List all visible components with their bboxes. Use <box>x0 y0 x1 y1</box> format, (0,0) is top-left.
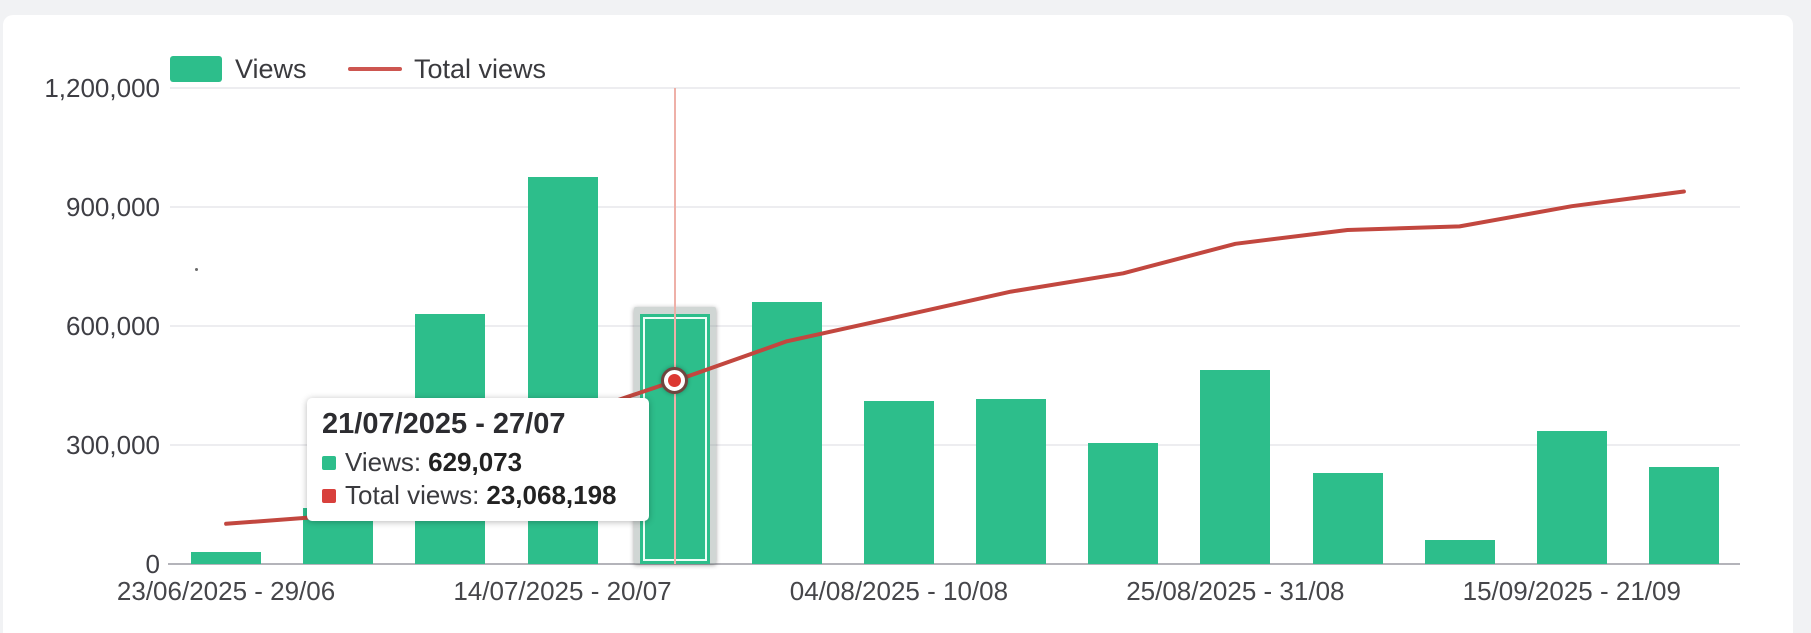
views-bar[interactable] <box>191 552 262 564</box>
tooltip-views-value: 629,073 <box>428 447 523 477</box>
y-axis-tick-label: 900,000 <box>66 192 160 222</box>
crosshair-line <box>673 88 676 564</box>
views-bar[interactable] <box>863 401 934 564</box>
views-bar[interactable] <box>1536 431 1607 564</box>
views-swatch-icon <box>170 56 222 82</box>
gridline <box>170 206 1740 208</box>
tooltip-total-views-row: Total views: 23,068,198 <box>322 479 649 512</box>
tooltip-views-row: Views: 629,073 <box>322 446 649 479</box>
legend-total-views-label: Total views <box>414 53 547 84</box>
y-axis-tick-label: 0 <box>145 549 160 579</box>
gridline <box>170 444 1740 446</box>
views-bar[interactable] <box>1200 369 1271 564</box>
views-bar[interactable] <box>751 302 822 564</box>
total-views-line-icon <box>348 67 402 71</box>
views-bar[interactable] <box>1424 540 1495 564</box>
views-marker-icon <box>322 455 336 470</box>
x-axis-tick-label: 23/06/2025 - 29/06 <box>116 576 336 606</box>
active-point-marker <box>661 367 689 395</box>
views-bar[interactable] <box>1312 472 1383 564</box>
views-bar[interactable] <box>1088 443 1159 564</box>
gridline <box>170 325 1740 327</box>
views-bar[interactable] <box>1648 466 1719 564</box>
x-axis-tick-label: 04/08/2025 - 10/08 <box>789 576 1009 606</box>
views-bar[interactable] <box>976 399 1047 564</box>
y-axis-tick-label: 1,200,000 <box>44 73 160 103</box>
total-views-marker-icon <box>322 488 336 503</box>
active-point-core <box>668 374 682 388</box>
tooltip-views-label: Views: <box>345 447 422 477</box>
tooltip: 21/07/2025 - 27/07 Views: 629,073 Total … <box>307 398 649 521</box>
legend-item-total-views[interactable]: Total views <box>348 54 546 84</box>
y-axis-tick-label: 300,000 <box>66 430 160 460</box>
x-axis-tick-label: 15/09/2025 - 21/09 <box>1462 576 1681 606</box>
tooltip-total-views-label: Total views: <box>345 480 480 510</box>
x-axis-tick-label: 25/08/2025 - 31/08 <box>1126 576 1345 606</box>
gridline <box>170 87 1740 89</box>
legend-item-views[interactable]: Views <box>170 54 307 84</box>
legend-views-label: Views <box>235 53 307 84</box>
tooltip-total-views-value: 23,068,198 <box>486 480 617 510</box>
gridline <box>168 563 1740 565</box>
stray-dot <box>195 268 198 271</box>
tooltip-title: 21/07/2025 - 27/07 <box>322 408 566 440</box>
y-axis-tick-label: 600,000 <box>66 311 160 341</box>
x-axis-tick-label: 14/07/2025 - 20/07 <box>453 576 672 606</box>
